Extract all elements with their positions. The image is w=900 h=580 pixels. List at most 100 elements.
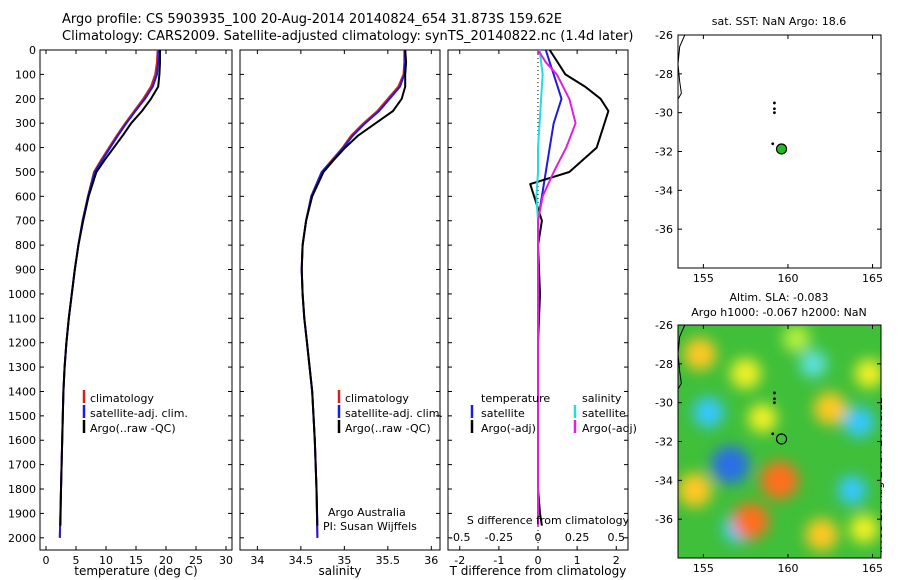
temperature-panel: 0100200300400500600700800900100011001200…: [8, 44, 233, 567]
sst-map-title: sat. SST: NaN Argo: 18.6: [712, 15, 846, 28]
series-line-s-argo: [537, 50, 577, 526]
temperature-legend: climatology satellite-adj. clim. Argo(..…: [82, 390, 188, 435]
x-tick-label: 1: [574, 554, 581, 567]
sla-blob: [683, 337, 717, 371]
sla-blob: [678, 472, 713, 508]
salinity-xlabel: salinity: [318, 564, 361, 578]
x-tick-label: 20: [159, 554, 173, 567]
legend-label-s-satellite: satellite: [582, 407, 626, 420]
s-diff-tick-label: 0.25: [565, 531, 590, 544]
t-difference-xlabel: T difference from climatology: [449, 564, 627, 578]
y-tick-label: 1200: [8, 337, 36, 350]
x-tick-label: 34.5: [289, 554, 314, 567]
argo-australia-label: Argo Australia: [328, 506, 406, 519]
salinity-panel: 34 34.5 35 35.5 36: [239, 49, 441, 567]
sla-map-title-line1: Altim. SLA: -0.083: [729, 291, 828, 304]
series-line-argo: [59, 50, 161, 526]
legend-title-temperature: temperature: [481, 392, 550, 405]
y-tick-label: 500: [15, 166, 36, 179]
y-tick-label: 900: [15, 264, 36, 277]
y-tick-label: -30: [655, 107, 673, 120]
x-tick-label: 36: [424, 554, 438, 567]
x-tick-label: 155: [693, 562, 714, 575]
salinity-legend: climatology satellite-adj. clim. Argo(..…: [323, 390, 443, 533]
x-tick-label: -2: [454, 554, 465, 567]
y-tick-label: 1100: [8, 312, 36, 325]
y-tick-label: 100: [15, 68, 36, 81]
sla-blob: [748, 403, 778, 433]
y-tick-label: 1800: [8, 483, 36, 496]
difference-legend: temperature satellite Argo(-adj) salinit…: [470, 392, 637, 435]
y-tick-label: -36: [655, 223, 673, 236]
s-diff-tick-label: -0.5: [449, 531, 470, 544]
y-tick-label: 200: [15, 93, 36, 106]
series-line-argo: [300, 50, 408, 526]
series-line-climatology: [300, 50, 406, 538]
figure-title-line1: Argo profile: CS 5903935_100 20-Aug-2014…: [62, 12, 563, 27]
temperature-xlabel: temperature (deg C): [74, 564, 197, 578]
previous-profile-dot: [773, 111, 776, 115]
series-line-t-argo: [529, 50, 610, 526]
y-tick-label: 600: [15, 190, 36, 203]
coastline: [677, 324, 686, 390]
legend-label-climatology: climatology: [90, 392, 154, 405]
y-tick-label: 300: [15, 117, 36, 130]
sla-blob: [849, 514, 879, 544]
y-tick-label: 1700: [8, 459, 36, 472]
sla-blob: [711, 445, 750, 484]
legend-label-satellite: satellite-adj. clim.: [345, 407, 443, 420]
y-tick-label: -26: [655, 29, 673, 42]
previous-profile-dot: [773, 397, 776, 401]
coastline: [677, 34, 686, 100]
sla-heatmap: [678, 325, 881, 558]
x-tick-label: 5: [73, 554, 80, 567]
sla-blob: [837, 475, 867, 505]
sla-blob: [693, 396, 724, 428]
previous-profile-dot: [773, 101, 776, 105]
y-tick-label: 700: [15, 215, 36, 228]
y-tick-label: 400: [15, 142, 36, 155]
previous-profile-dot: [771, 432, 775, 436]
legend-label-s-argo: Argo(-adj): [582, 422, 637, 435]
y-tick-label: -34: [655, 184, 673, 197]
y-tick-label: 2000: [8, 532, 36, 545]
series-group: [300, 50, 408, 538]
x-tick-label: 34: [250, 554, 264, 567]
s-difference-label: S difference from climatology: [467, 514, 630, 527]
y-tick-label: 1600: [8, 434, 36, 447]
sla-blob: [782, 325, 811, 353]
previous-profile-dot: [773, 401, 776, 405]
sla-blob: [760, 461, 799, 500]
x-tick-label: 165: [862, 272, 883, 285]
x-tick-label: 160: [777, 272, 798, 285]
legend-label-t-argo: Argo(-adj): [481, 422, 536, 435]
series-line-satellite-adj-clim-: [300, 50, 407, 538]
sla-blob: [843, 406, 875, 438]
legend-label-satellite: satellite-adj. clim.: [90, 407, 188, 420]
x-tick-label: 35: [337, 554, 351, 567]
x-tick-label: 155: [693, 272, 714, 285]
y-tick-label: 0: [29, 44, 36, 57]
x-tick-label: 30: [219, 554, 233, 567]
x-tick-label: 15: [129, 554, 143, 567]
sla-map-title-line2: Argo h1000: -0.067 h2000: NaN: [691, 306, 867, 319]
sla-blob: [805, 518, 839, 551]
y-tick-label: 1300: [8, 361, 36, 374]
sla-map-panel: 155 160 165 -26 -28 -30 -32 -34 -36: [655, 319, 883, 575]
difference-panel: -2 -1 0 1 2 -0.5 -0.25 0 0.25 0.5: [447, 49, 629, 567]
y-tick-label: -28: [655, 68, 673, 81]
sla-blob: [854, 359, 881, 389]
y-tick-label: 800: [15, 239, 36, 252]
sla-blob: [732, 503, 769, 540]
previous-profile-dot: [771, 142, 775, 146]
y-tick-label: 1900: [8, 507, 36, 520]
legend-label-climatology: climatology: [345, 392, 409, 405]
axes-frame: [39, 49, 233, 551]
legend-label-t-satellite: satellite: [481, 407, 525, 420]
legend-label-argo: Argo(..raw -QC): [90, 422, 176, 435]
x-tick-label: 2: [613, 554, 620, 567]
y-tick-label: -32: [655, 436, 673, 449]
series-line-t-satellite: [537, 50, 563, 526]
x-tick-label: 10: [99, 554, 113, 567]
